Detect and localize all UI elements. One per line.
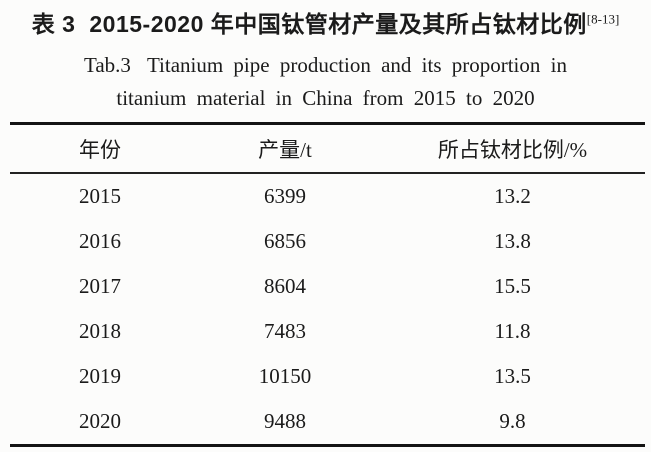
data-table: 年份 产量/t 所占钛材比例/% 2015 6399 13.2 2016 685… (10, 122, 645, 447)
production-cell: 8604 (264, 274, 306, 298)
table-number-label-zh: 表 3 (31, 11, 76, 37)
proportion-cell: 13.8 (494, 229, 531, 253)
year-cell: 2016 (79, 229, 121, 253)
production-cell: 10150 (258, 364, 312, 388)
proportion-cell: 13.2 (494, 184, 531, 208)
proportion-cell: 15.5 (494, 274, 531, 298)
table-row: 2017 8604 15.5 (10, 264, 645, 309)
column-header-production: 产量/t (258, 137, 312, 162)
year-cell: 2017 (79, 274, 121, 298)
table-row: 2015 6399 13.2 (10, 174, 645, 219)
table-title-english-line1: Tab.3 Titanium pipe production and its pr… (0, 52, 651, 78)
table-title-chinese: 表 3 2015-2020 年中国钛管材产量及其所占钛材比例[8-13] (0, 9, 651, 39)
table-row: 2019 10150 13.5 (10, 354, 645, 399)
year-cell: 2020 (79, 409, 121, 433)
column-header-year: 年份 (79, 137, 121, 162)
citation-superscript: [8-13] (586, 11, 620, 27)
table-title-text-en1: Titanium pipe production and its proport… (146, 53, 567, 77)
column-header-proportion: 所占钛材比例/% (437, 137, 588, 162)
production-cell: 7483 (264, 319, 306, 343)
year-cell: 2019 (79, 364, 121, 388)
proportion-cell: 13.5 (494, 364, 531, 388)
year-cell: 2015 (79, 184, 121, 208)
table-header-row: 年份 产量/t 所占钛材比例/% (10, 125, 645, 174)
year-cell: 2018 (79, 319, 121, 343)
proportion-cell: 11.8 (494, 319, 531, 343)
table-row: 2018 7483 11.8 (10, 309, 645, 354)
table-number-label-en: Tab.3 (84, 53, 131, 77)
table-row: 2016 6856 13.8 (10, 219, 645, 264)
production-cell: 6399 (264, 184, 306, 208)
proportion-cell: 9.8 (499, 409, 526, 433)
table-title-text-zh: 2015-2020 年中国钛管材产量及其所占钛材比例 (89, 11, 587, 37)
table-title-english-line2: titanium material in China from 2015 to … (0, 85, 651, 111)
production-cell: 9488 (264, 409, 306, 433)
table-title-text-en2: titanium material in China from 2015 to … (116, 86, 535, 110)
production-cell: 6856 (264, 229, 306, 253)
table-row: 2020 9488 9.8 (10, 399, 645, 444)
